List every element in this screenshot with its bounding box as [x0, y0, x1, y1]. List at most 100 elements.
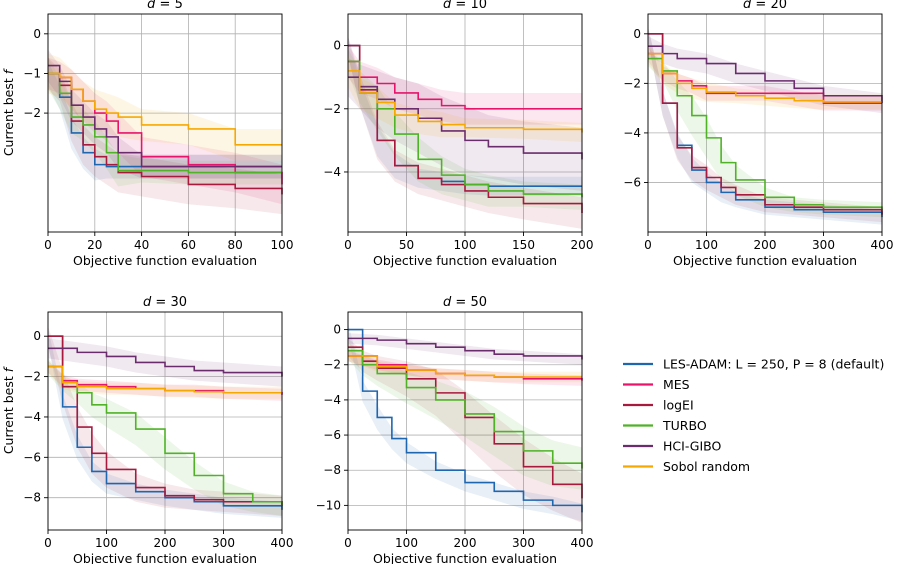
y-tick-label: −2: [323, 358, 341, 372]
confidence-band: [48, 53, 282, 161]
y-tick-label: −4: [23, 410, 41, 424]
y-tick-label: 0: [633, 27, 641, 41]
series-line: [48, 72, 282, 174]
y-tick-label: 0: [33, 329, 41, 343]
y-tick-label: 0: [333, 39, 341, 53]
x-tick-label: 0: [44, 238, 52, 252]
x-tick-label: 400: [271, 536, 294, 550]
y-tick-label: 0: [33, 27, 41, 41]
confidence-band: [48, 57, 282, 215]
series-line: [348, 328, 583, 513]
y-tick-label: −8: [23, 491, 41, 505]
subplot-5: 0 100 200 300 400 0 −2 −4 −6 −8 −10 d = 50 Objective…: [316, 295, 594, 566]
series-line: [348, 355, 582, 378]
series-line: [648, 33, 883, 215]
subplot-4: 0 100 200 300 400 0 −2 −4 −6 −8 d = 30 Objective fu…: [1, 295, 294, 566]
x-tick-label: 80: [228, 238, 243, 252]
y-tick-label: −2: [323, 102, 341, 116]
x-tick-label: 40: [134, 238, 149, 252]
series-line: [48, 64, 282, 168]
x-tick-label: 150: [512, 238, 535, 252]
series-line: [348, 337, 583, 360]
legend-label: Sobol random: [663, 459, 750, 474]
y-tick-label: −4: [623, 126, 641, 140]
confidence-band: [648, 46, 882, 111]
y-tick-label: −6: [323, 428, 341, 442]
y-tick-label: −8: [323, 463, 341, 477]
series-line: [48, 347, 283, 377]
x-tick-label: 60: [181, 238, 196, 252]
x-tick-label: 200: [754, 238, 777, 252]
y-tick-label: −10: [316, 498, 341, 512]
confidence-band: [48, 57, 282, 187]
y-tick-label: −1: [23, 66, 41, 80]
confidence-band: [48, 57, 282, 205]
legend-label: logEI: [663, 398, 694, 413]
x-tick-label: 0: [44, 536, 52, 550]
subplot-title: d = 10: [443, 0, 487, 12]
confidence-band: [348, 36, 582, 196]
subplot-2: 0 50 100 150 200 0 −2 −4 d = 10 Objective functio…: [323, 0, 593, 268]
y-tick-label: −2: [23, 106, 41, 120]
series-line: [348, 76, 583, 160]
x-tick-label: 300: [812, 238, 835, 252]
legend-item-logei: logEI: [623, 398, 694, 413]
subplot-title: d = 20: [743, 0, 787, 12]
y-axis-label: Current best f: [1, 366, 16, 454]
subplot-title: d = 30: [143, 295, 187, 310]
x-tick-label: 100: [695, 238, 718, 252]
x-tick-label: 0: [344, 238, 352, 252]
y-tick-label: −6: [623, 175, 641, 189]
axes-frame: [47, 13, 283, 233]
confidence-band: [348, 36, 582, 229]
series-line: [348, 60, 582, 110]
subplot-title: d = 5: [147, 0, 183, 12]
x-tick-label: 100: [395, 536, 418, 550]
legend-item-mes: MES: [623, 377, 690, 392]
series-line: [48, 72, 282, 146]
x-tick-label: 0: [344, 536, 352, 550]
x-tick-label: 100: [271, 238, 294, 252]
legend-item-turbo: TURBO: [623, 418, 707, 433]
subplot-title: d = 50: [443, 295, 487, 310]
x-tick-label: 0: [644, 238, 652, 252]
y-tick-label: 0: [333, 323, 341, 337]
x-tick-label: 100: [454, 238, 477, 252]
legend-label: HCI-GIBO: [663, 439, 722, 454]
y-tick-label: −2: [623, 76, 641, 90]
y-tick-label: −2: [23, 370, 41, 384]
x-tick-label: 300: [512, 536, 535, 550]
x-tick-label: 400: [871, 238, 894, 252]
subplot-1: 0 20 40 60 80 100 0 −1 −2 d = 5 Objective function…: [1, 0, 293, 268]
y-tick-label: −4: [323, 393, 341, 407]
x-axis-label: Objective function evaluation: [673, 253, 857, 268]
y-axis-label: Current best f: [1, 68, 16, 156]
legend-item-les: LES-ADAM: L = 250, P = 8 (default): [623, 357, 884, 372]
legend-label: LES-ADAM: L = 250, P = 8 (default): [663, 357, 884, 372]
confidence-band: [348, 45, 582, 125]
x-axis-label: Objective function evaluation: [373, 551, 557, 564]
x-tick-label: 100: [95, 536, 118, 550]
series-line: [48, 365, 282, 394]
x-axis-label: Objective function evaluation: [373, 253, 557, 268]
legend: LES-ADAM: L = 250, P = 8 (default) MES log…: [623, 357, 884, 474]
legend-label: TURBO: [662, 418, 707, 433]
x-tick-label: 200: [154, 536, 177, 550]
subplot-3: 0 100 200 300 400 0 −2 −4 −6 d = 20 Objective func…: [623, 0, 893, 268]
confidence-band: [348, 55, 582, 142]
x-axis-label: Objective function evaluation: [73, 551, 257, 564]
y-tick-label: −4: [323, 165, 341, 179]
series-line: [348, 70, 583, 133]
confidence-band: [48, 358, 282, 516]
x-axis-label: Objective function evaluation: [73, 253, 257, 268]
series-line: [648, 52, 882, 103]
legend-label: MES: [663, 377, 690, 392]
confidence-band: [648, 51, 882, 218]
legend-item-hci: HCI-GIBO: [623, 439, 722, 454]
legend-item-sobol: Sobol random: [623, 459, 750, 474]
series-line: [648, 45, 883, 104]
x-tick-label: 300: [212, 536, 235, 550]
x-tick-label: 400: [571, 536, 594, 550]
